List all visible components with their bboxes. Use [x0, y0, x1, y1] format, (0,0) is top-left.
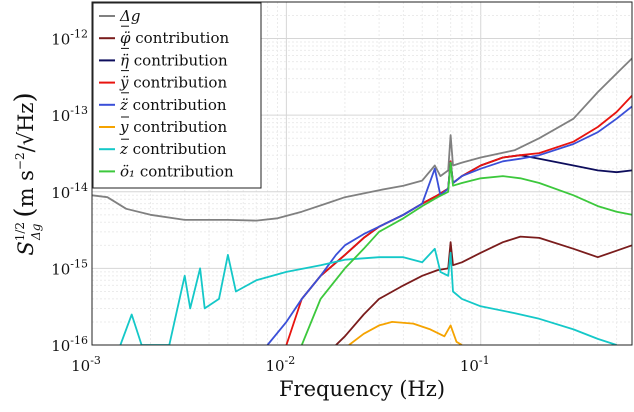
- legend-entry-label: y contribution: [119, 118, 227, 136]
- x-tick-label: 10-1: [460, 354, 490, 375]
- y-tick-label: 10-13: [51, 104, 88, 125]
- y-axis-title-unit: m s: [14, 170, 38, 207]
- legend-entry-label: z contribution: [119, 140, 227, 158]
- svg-text:S1/2Δg(m s−2/√Hz): S1/2 Δg (m s−2/√Hz): [10, 92, 43, 255]
- series-line-3: [285, 94, 633, 345]
- y-tick-label: 10-16: [51, 334, 88, 355]
- legend-entry-label: z̈ contribution: [119, 96, 227, 114]
- series-line-0: [92, 57, 633, 222]
- y-axis-title-main: S: [14, 241, 38, 255]
- y-axis-title-sup: 1/2: [13, 222, 27, 241]
- x-tick-label: 10-3: [71, 354, 101, 375]
- series-line-5: [348, 321, 463, 345]
- y-axis-title-sub: Δg: [29, 223, 43, 241]
- y-axis-title-unit-den: /√Hz: [14, 103, 38, 153]
- y-tick-labels: 10-16 10-15 10-14 10-13 10-12: [51, 28, 88, 355]
- legend: Δg φ̈ contribution η̈ contribution ÿ contr…: [92, 2, 262, 189]
- legend-box: [92, 2, 262, 189]
- series-line-7: [300, 161, 633, 345]
- plot-frame: [91, 1, 633, 346]
- y-tick-label: 10-14: [51, 181, 88, 202]
- y-axis-title-paren-close: ): [10, 92, 40, 102]
- legend-entry-label: ÿ contribution: [119, 74, 227, 92]
- y-axis-title: S1/2 Δg (m s−2/√Hz): [10, 92, 43, 255]
- legend-entry-label: ö₁ contribution: [120, 162, 234, 180]
- y-axis-title-paren-open: (: [10, 207, 40, 217]
- x-tick-label: 10-2: [265, 354, 295, 375]
- y-axis-title-unit-exp: −2: [13, 152, 27, 170]
- legend-entry-label: φ̈ contribution: [120, 29, 229, 47]
- series-line-1: [335, 235, 633, 345]
- y-tick-label: 10-12: [51, 28, 88, 49]
- series-line-4: [266, 105, 633, 345]
- series-line-6: [119, 247, 617, 345]
- x-axis-title: Frequency (Hz): [279, 377, 445, 401]
- y-tick-label: 10-15: [51, 257, 88, 278]
- series-lines: [92, 57, 633, 345]
- legend-entry-label: η̈ contribution: [120, 51, 228, 69]
- legend-entry-label: Δg: [119, 7, 140, 25]
- x-tick-labels: 10-3 10-2 10-1: [71, 354, 490, 375]
